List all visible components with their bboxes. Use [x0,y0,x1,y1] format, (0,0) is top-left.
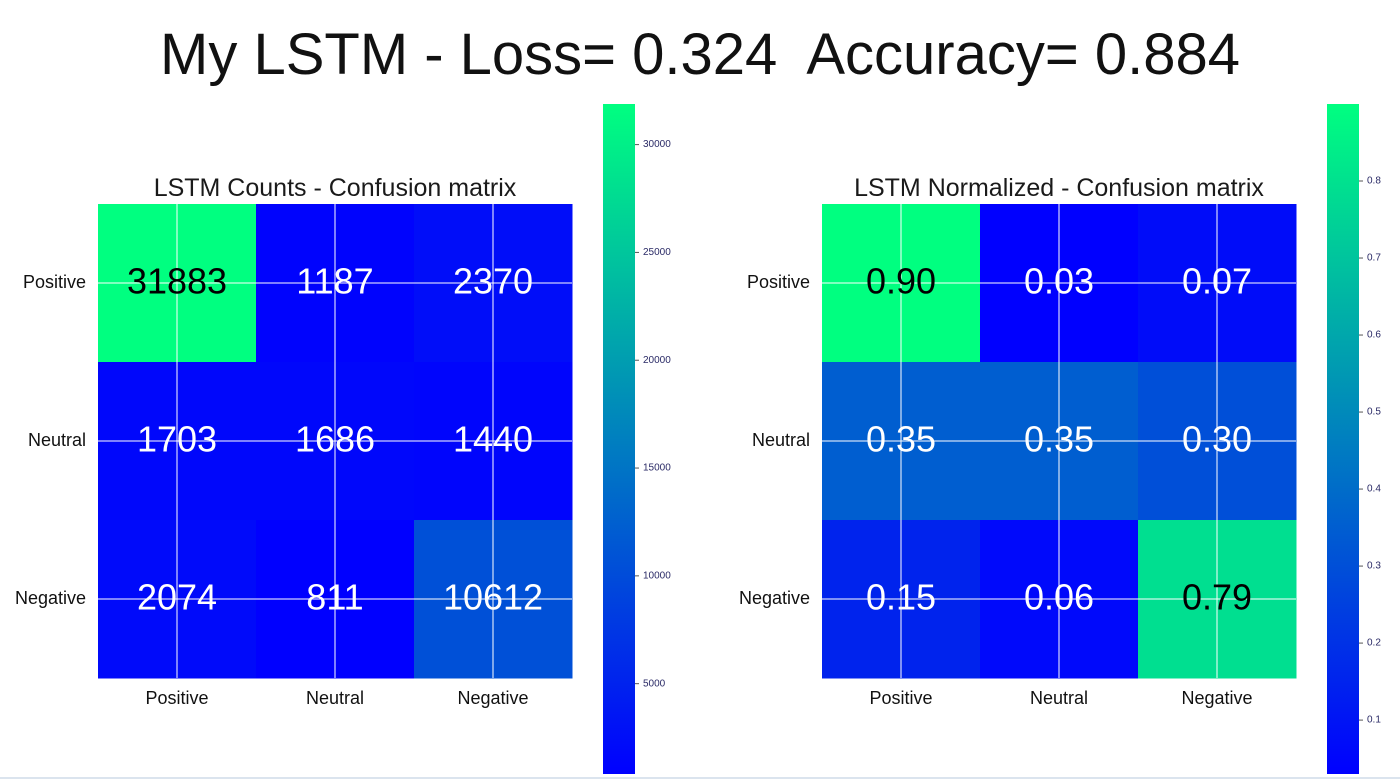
cell-value-label: 0.90 [866,261,936,302]
colorbar-tick-label: 0.7 [1367,253,1381,264]
bottom-divider [0,777,1400,779]
colorbar-tick-label: 5000 [643,678,666,689]
heatmap-title: LSTM Normalized - Confusion matrix [854,174,1264,202]
x-tick-label: Positive [869,688,932,708]
colorbar-tick-label: 20000 [643,355,671,366]
cell-value-label: 1686 [295,419,375,460]
y-tick-label: Neutral [752,430,810,450]
colorbar-tick-label: 0.8 [1367,176,1381,187]
heatmap-panel-normalized: LSTM Normalized - Confusion matrix 0.90 0.… [739,104,1381,774]
colorbar-tick-label: 15000 [643,463,671,474]
figure-title: My LSTM - Loss= 0.324 Accuracy= 0.884 [160,22,1240,87]
cell-value-label: 0.06 [1024,577,1094,618]
cell-value-label: 0.79 [1182,577,1252,618]
cell-value-label: 10612 [443,577,543,618]
x-tick-label: Negative [1181,688,1252,708]
colorbar-tick-label: 30000 [643,139,671,150]
cell-value-label: 1187 [296,261,373,302]
colorbar-tick-label: 25000 [643,247,671,258]
y-tick-label: Negative [739,588,810,608]
colorbar-tick-label: 0.1 [1367,715,1381,726]
colorbar [603,104,635,774]
x-tick-label: Neutral [1030,688,1088,708]
heatmap-title: LSTM Counts - Confusion matrix [154,174,517,202]
cell-value-label: 2074 [137,577,217,618]
cell-value-label: 0.03 [1024,261,1094,302]
cell-value-label: 811 [306,577,363,618]
x-tick-label: Negative [457,688,528,708]
colorbar-tick-label: 0.2 [1367,638,1381,649]
cell-value-label: 0.15 [866,577,936,618]
heatmap-panel-counts: LSTM Counts - Confusion matrix 31883 1187 2… [15,104,671,774]
cell-value-label: 31883 [127,261,227,302]
cell-value-label: 0.07 [1182,261,1252,302]
colorbar-tick-label: 0.5 [1367,407,1381,418]
colorbar-tick-label: 0.3 [1367,561,1381,572]
y-tick-label: Neutral [28,430,86,450]
colorbar-tick-label: 0.4 [1367,484,1381,495]
cell-value-label: 0.30 [1182,419,1252,460]
y-tick-label: Positive [23,272,86,292]
cell-value-label: 2370 [453,261,533,302]
x-tick-label: Positive [145,688,208,708]
colorbar [1327,104,1359,774]
cell-value-label: 1440 [453,419,533,460]
colorbar-tick-label: 0.6 [1367,330,1381,341]
cell-value-label: 0.35 [866,419,936,460]
x-tick-label: Neutral [306,688,364,708]
y-tick-label: Negative [15,588,86,608]
cell-value-label: 0.35 [1024,419,1094,460]
cell-value-label: 1703 [137,419,217,460]
colorbar-tick-label: 10000 [643,570,671,581]
y-tick-label: Positive [747,272,810,292]
